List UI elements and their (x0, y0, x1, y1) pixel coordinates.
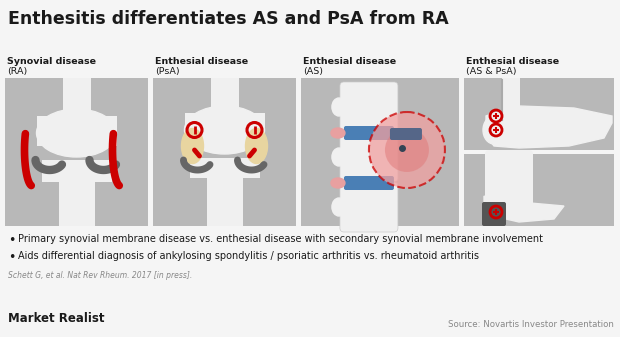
Text: Market Realist: Market Realist (8, 312, 105, 325)
FancyBboxPatch shape (464, 78, 614, 150)
Circle shape (369, 112, 445, 188)
Text: Schett G, et al. Nat Rev Rheum. 2017 [in press].: Schett G, et al. Nat Rev Rheum. 2017 [in… (8, 271, 192, 280)
FancyBboxPatch shape (190, 158, 260, 178)
Polygon shape (484, 196, 564, 222)
Text: (RA): (RA) (7, 67, 27, 76)
FancyBboxPatch shape (185, 113, 265, 143)
FancyBboxPatch shape (390, 128, 422, 140)
Text: Synovial disease: Synovial disease (7, 57, 96, 66)
Polygon shape (486, 106, 612, 148)
FancyBboxPatch shape (63, 78, 91, 133)
Text: Enthesial disease: Enthesial disease (466, 57, 559, 66)
Text: Source: Novartis Investor Presentation: Source: Novartis Investor Presentation (448, 320, 614, 329)
Ellipse shape (185, 106, 265, 154)
FancyBboxPatch shape (301, 78, 459, 226)
Text: (PsA): (PsA) (155, 67, 180, 76)
Text: Enthesial disease: Enthesial disease (155, 57, 248, 66)
Text: Aids differential diagnosis of ankylosing spondylitis / psoriatic arthritis vs. : Aids differential diagnosis of ankylosin… (18, 251, 479, 261)
FancyBboxPatch shape (340, 82, 398, 132)
Text: Enthesial disease: Enthesial disease (303, 57, 396, 66)
FancyBboxPatch shape (485, 150, 533, 213)
FancyBboxPatch shape (344, 176, 394, 190)
Ellipse shape (331, 178, 345, 188)
Ellipse shape (332, 98, 346, 116)
FancyBboxPatch shape (5, 78, 148, 226)
FancyBboxPatch shape (206, 170, 242, 226)
Ellipse shape (331, 128, 345, 138)
FancyBboxPatch shape (482, 202, 506, 226)
Text: •: • (8, 251, 16, 264)
Text: Primary synovial membrane disease vs. enthesial disease with secondary synovial : Primary synovial membrane disease vs. en… (18, 234, 543, 244)
FancyBboxPatch shape (153, 78, 296, 226)
Ellipse shape (483, 116, 505, 144)
Ellipse shape (37, 109, 117, 157)
Ellipse shape (182, 128, 203, 163)
FancyBboxPatch shape (211, 78, 239, 130)
FancyBboxPatch shape (340, 132, 398, 182)
FancyBboxPatch shape (58, 173, 94, 226)
FancyBboxPatch shape (340, 182, 398, 232)
FancyBboxPatch shape (344, 126, 394, 140)
FancyBboxPatch shape (464, 154, 614, 226)
Ellipse shape (332, 198, 346, 216)
FancyBboxPatch shape (37, 116, 117, 146)
Ellipse shape (332, 148, 346, 166)
Text: (AS & PsA): (AS & PsA) (466, 67, 516, 76)
Ellipse shape (246, 128, 267, 163)
FancyBboxPatch shape (42, 160, 112, 182)
Text: •: • (8, 234, 16, 247)
Circle shape (385, 128, 429, 172)
Text: (AS): (AS) (303, 67, 323, 76)
Text: Enthesitis differentiates AS and PsA from RA: Enthesitis differentiates AS and PsA fro… (8, 10, 449, 28)
FancyBboxPatch shape (502, 78, 520, 128)
